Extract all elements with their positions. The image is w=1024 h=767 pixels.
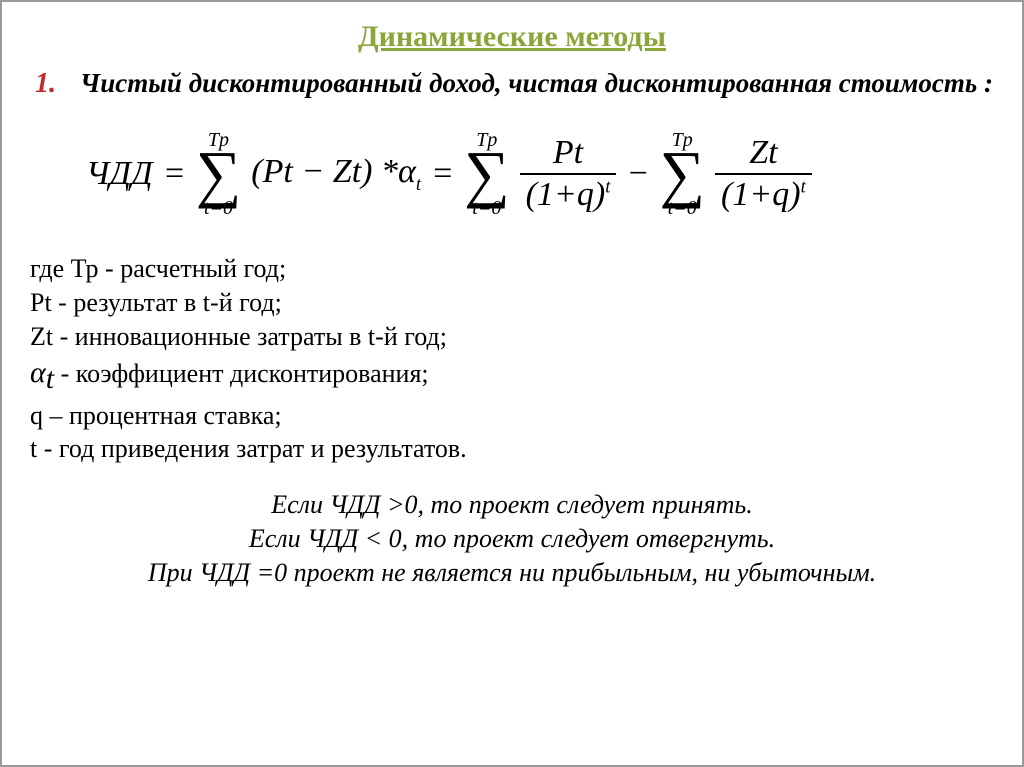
alpha-symbol-inline: α xyxy=(30,356,46,389)
slide-frame: Динамические методы 1. Чистый дисконтиро… xyxy=(0,0,1024,767)
term1: (Pt − Zt) *αt xyxy=(251,153,421,196)
def-alpha: αt - коэффициент дисконтирования; xyxy=(30,353,1008,398)
sum-symbol-1: Tp ∑ t=0 xyxy=(196,130,242,218)
term1-minus: − xyxy=(301,153,324,190)
minus-operator: − xyxy=(626,155,649,193)
star-operator: * xyxy=(381,153,398,190)
equals-sign-2: = xyxy=(431,155,454,193)
frac2-denominator: (1+q)t xyxy=(715,173,812,213)
sigma-icon: ∑ xyxy=(196,150,242,198)
bullet-text: Чистый дисконтированный доход, чистая ди… xyxy=(80,68,1008,99)
definitions-block: где Тр - расчетный год; Pt - результат в… xyxy=(30,252,1008,466)
bullet-number: 1. xyxy=(16,68,56,100)
slide-title: Динамические методы xyxy=(16,20,1008,54)
sigma-icon: ∑ xyxy=(659,150,705,198)
frac1-den-base: (1+q) xyxy=(526,176,606,213)
sum-symbol-2: Tp ∑ t=0 xyxy=(464,130,510,218)
sum-symbol-3: Tp ∑ t=0 xyxy=(659,130,705,218)
frac2-numerator: Zt xyxy=(743,135,783,173)
def-t: t - год приведения затрат и результатов. xyxy=(30,432,1008,466)
frac1-den-exp: t xyxy=(605,177,610,198)
frac1-numerator: Pt xyxy=(547,135,589,173)
sum3-lower: t=0 xyxy=(668,198,697,218)
frac2-den-base: (1+q) xyxy=(721,176,801,213)
def-tp: где Тр - расчетный год; xyxy=(30,252,1008,286)
paren-close: ) xyxy=(361,153,372,190)
def-zt: Zt - инновационные затраты в t-й год; xyxy=(30,320,1008,354)
sigma-icon: ∑ xyxy=(464,150,510,198)
frac2-den-exp: t xyxy=(801,177,806,198)
main-formula: ЧДД = Tp ∑ t=0 (Pt − Zt) *αt = Tp ∑ t=0 … xyxy=(86,130,1008,218)
decision-rules: Если ЧДД >0, то проект следует принять. … xyxy=(16,488,1008,589)
sum2-lower: t=0 xyxy=(472,198,501,218)
fraction-2: Zt (1+q)t xyxy=(715,135,812,212)
formula-lhs: ЧДД xyxy=(86,155,153,193)
rule-reject: Если ЧДД < 0, то проект следует отвергну… xyxy=(16,522,1008,556)
def-alpha-text: - коэффициент дисконтирования; xyxy=(54,359,429,388)
sum1-lower: t=0 xyxy=(204,198,233,218)
rule-accept: Если ЧДД >0, то проект следует принять. xyxy=(16,488,1008,522)
alpha-symbol: α xyxy=(398,153,416,190)
alpha-sub-inline: t xyxy=(46,363,54,396)
frac1-denominator: (1+q)t xyxy=(520,173,617,213)
def-pt: Pt - результат в t-й год; xyxy=(30,286,1008,320)
term1-a: Pt xyxy=(263,153,293,190)
paren-open: ( xyxy=(251,153,262,190)
alpha-subscript: t xyxy=(416,173,421,194)
equals-sign: = xyxy=(163,155,186,193)
fraction-1: Pt (1+q)t xyxy=(520,135,617,212)
term1-b: Zt xyxy=(333,153,361,190)
def-q: q – процентная ставка; xyxy=(30,399,1008,433)
bullet-row: 1. Чистый дисконтированный доход, чистая… xyxy=(16,68,1008,100)
rule-zero: При ЧДД =0 проект не является ни прибыль… xyxy=(16,556,1008,590)
